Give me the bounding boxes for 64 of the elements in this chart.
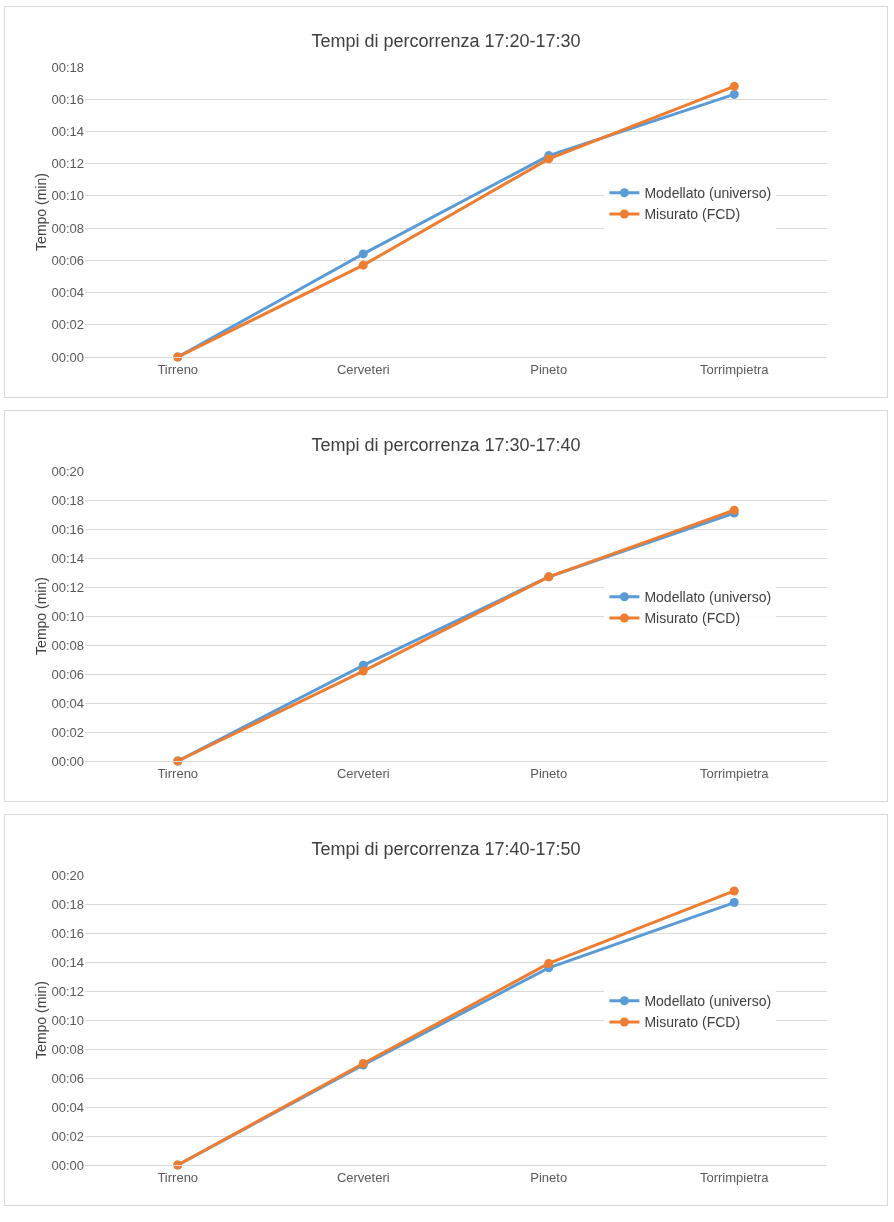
y-tick-label: 00:20 [51, 867, 84, 883]
x-tick-label: Pineto [530, 1169, 568, 1185]
chart-title: Tempi di percorrenza 17:20-17:30 [311, 30, 581, 51]
y-tick-label: 00:16 [51, 91, 84, 107]
y-tick-label: 00:08 [51, 220, 84, 236]
legend-label: Modellato (universo) [644, 185, 772, 202]
point [729, 886, 739, 896]
y-axis-title: Tempo (min) [33, 173, 50, 251]
y-tick-label: 00:02 [51, 317, 84, 333]
y-tick-label: 00:14 [51, 550, 84, 566]
y-tick-label: 00:04 [51, 695, 84, 711]
y-tick-label: 00:12 [51, 579, 84, 595]
x-tick-label: Tirreno [157, 361, 199, 377]
y-tick-label: 00:12 [51, 156, 84, 172]
y-tick-label: 00:12 [51, 983, 84, 999]
point [358, 260, 368, 270]
legend-label: Modellato (universo) [644, 993, 772, 1010]
y-tick-label: 00:14 [51, 123, 84, 139]
y-tick-label: 00:06 [51, 252, 84, 268]
y-tick-label: 00:00 [51, 753, 84, 769]
point [544, 958, 554, 968]
y-tick-label: 00:08 [51, 1041, 84, 1057]
legend-label: Misurato (FCD) [644, 610, 741, 627]
x-tick-label: Tirreno [157, 1169, 199, 1185]
y-tick-label: 00:06 [51, 1070, 84, 1086]
y-tick-label: 00:08 [51, 637, 84, 653]
legend-label: Modellato (universo) [644, 589, 772, 606]
y-axis-title: Tempo (min) [33, 981, 50, 1059]
point [358, 666, 368, 676]
y-tick-label: 00:18 [51, 492, 84, 508]
x-tick-label: Tirreno [157, 765, 199, 781]
y-tick-label: 00:02 [51, 1128, 84, 1144]
x-tick-label: Pineto [530, 361, 568, 377]
legend-label: Misurato (FCD) [644, 1014, 741, 1031]
point [729, 89, 739, 99]
y-tick-label: 00:16 [51, 925, 84, 941]
x-tick-label: Cerveteri [336, 361, 390, 377]
y-tick-label: 00:00 [51, 1157, 84, 1173]
y-tick-label: 00:00 [51, 349, 84, 365]
y-axis-title: Tempo (min) [33, 577, 50, 655]
y-tick-label: 00:10 [51, 608, 84, 624]
y-tick-label: 00:04 [51, 1099, 84, 1115]
x-tick-label: Cerveteri [336, 765, 390, 781]
y-tick-label: 00:14 [51, 954, 84, 970]
point [729, 898, 739, 908]
y-tick-label: 00:18 [51, 896, 84, 912]
point [358, 249, 368, 259]
y-tick-label: 00:04 [51, 285, 84, 301]
y-tick-label: 00:10 [51, 1012, 84, 1028]
point [729, 81, 739, 91]
chart-title: Tempi di percorrenza 17:30-17:40 [311, 434, 581, 455]
x-tick-label: Pineto [530, 765, 568, 781]
y-tick-label: 00:06 [51, 666, 84, 682]
y-tick-label: 00:02 [51, 724, 84, 740]
y-tick-label: 00:20 [51, 463, 84, 479]
y-tick-label: 00:18 [51, 59, 84, 75]
x-tick-label: Torrimpietra [699, 765, 770, 781]
x-tick-label: Cerveteri [336, 1169, 390, 1185]
legend-label: Misurato (FCD) [644, 206, 741, 223]
y-tick-label: 00:16 [51, 521, 84, 537]
y-tick-label: 00:10 [51, 188, 84, 204]
chart-title: Tempi di percorrenza 17:40-17:50 [311, 838, 581, 859]
x-tick-label: Torrimpietra [699, 361, 770, 377]
x-tick-label: Torrimpietra [699, 1169, 770, 1185]
